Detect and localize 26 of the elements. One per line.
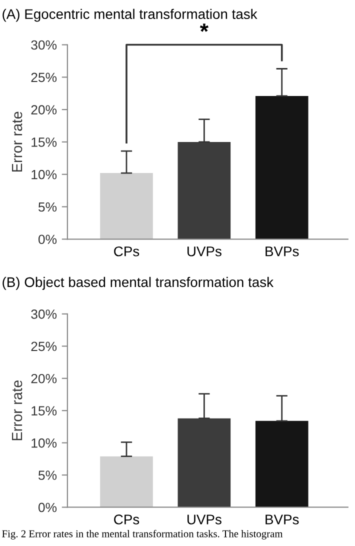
- y-tick-label: 20%: [31, 105, 57, 114]
- y-tick-label: 25%: [31, 342, 57, 352]
- chart-title: (A) Egocentric mental transformation task: [2, 8, 258, 22]
- x-tick-label: CPs: [114, 246, 140, 256]
- y-tick-label: 0%: [38, 234, 57, 244]
- y-axis-title: Error rate: [12, 112, 22, 172]
- y-tick-label: 10%: [32, 170, 57, 180]
- x-tick-label: UVPs: [188, 514, 222, 524]
- y-tick-label: 5%: [38, 470, 57, 480]
- y-axis-title: Error rate: [12, 380, 22, 440]
- y-tick-label: 15%: [32, 406, 57, 416]
- y-tick-label: 20%: [31, 374, 57, 384]
- x-tick-label: BVPs: [266, 246, 299, 256]
- y-tick-label: 10%: [32, 438, 57, 448]
- text: *: [200, 24, 208, 32]
- caption: Fig. 2 Error rates in the mental transformation tasks. The histogram: [2, 530, 283, 540]
- y-tick-label: 30%: [31, 310, 57, 319]
- y-tick-label: 30%: [31, 40, 57, 50]
- chart-title: (B) Object based mental transformation task: [2, 276, 274, 290]
- y-tick-label: 25%: [31, 72, 57, 82]
- x-tick-label: UVPs: [188, 246, 222, 256]
- x-tick-label: CPs: [114, 514, 140, 524]
- y-tick-label: 15%: [32, 138, 57, 147]
- x-tick-label: BVPs: [266, 514, 299, 524]
- y-tick-label: 0%: [38, 502, 57, 512]
- y-tick-label: 5%: [38, 202, 57, 212]
